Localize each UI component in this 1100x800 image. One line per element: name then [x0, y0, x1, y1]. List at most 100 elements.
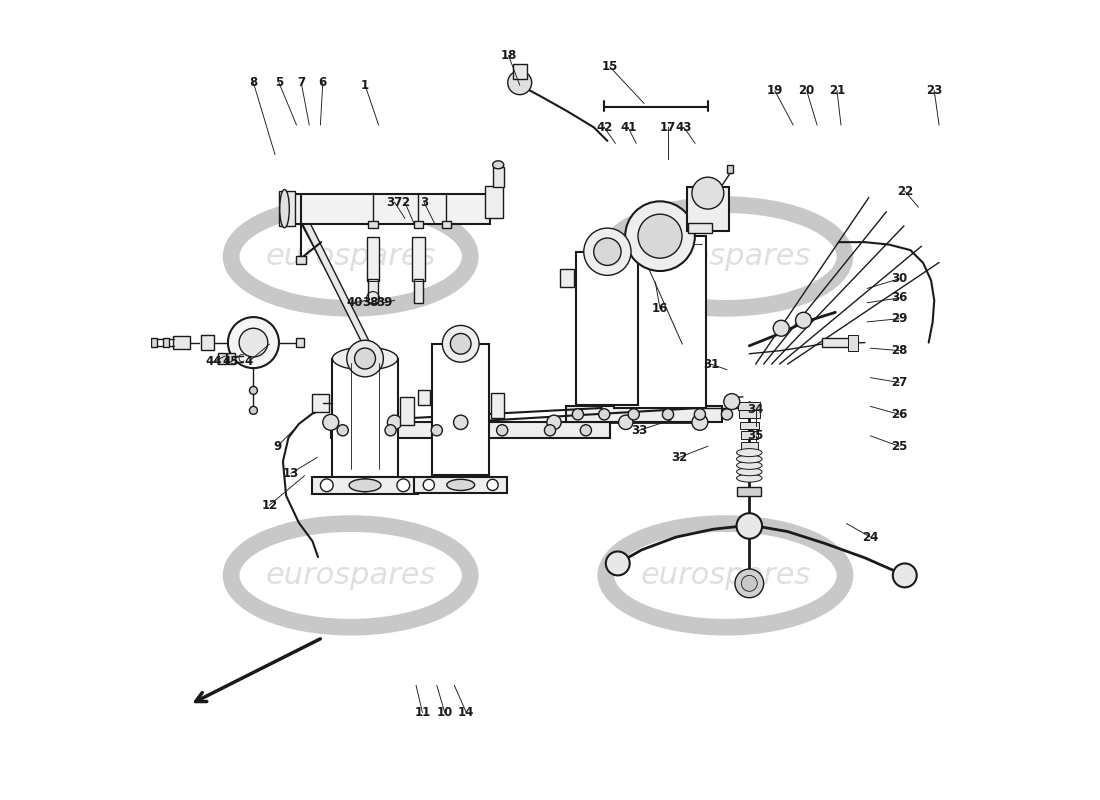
Text: 29: 29 — [891, 312, 908, 325]
Circle shape — [387, 415, 402, 430]
Circle shape — [346, 340, 383, 377]
Bar — [485, 186, 503, 218]
Bar — [297, 257, 306, 265]
Text: eurospares: eurospares — [640, 242, 811, 271]
Text: 18: 18 — [500, 49, 517, 62]
Circle shape — [431, 425, 442, 436]
Text: 33: 33 — [631, 424, 648, 437]
Bar — [560, 270, 574, 286]
Circle shape — [544, 425, 556, 436]
Bar — [414, 477, 507, 493]
Circle shape — [662, 409, 673, 420]
Circle shape — [228, 317, 279, 368]
Circle shape — [694, 409, 705, 420]
Text: eurospares: eurospares — [265, 242, 436, 271]
Bar — [414, 279, 424, 302]
Ellipse shape — [737, 462, 762, 470]
Circle shape — [397, 479, 409, 492]
Circle shape — [359, 479, 372, 492]
Ellipse shape — [447, 479, 475, 490]
Bar — [566, 406, 722, 422]
Text: 4: 4 — [244, 355, 253, 368]
Circle shape — [773, 320, 789, 336]
Bar — [493, 167, 504, 186]
Bar — [331, 422, 609, 438]
Bar — [737, 487, 761, 497]
Circle shape — [547, 415, 561, 430]
Circle shape — [594, 238, 621, 266]
Text: 12: 12 — [262, 498, 277, 512]
Circle shape — [385, 425, 396, 436]
Text: 34: 34 — [748, 403, 763, 416]
Bar — [739, 410, 760, 418]
Circle shape — [581, 425, 592, 436]
Bar — [296, 338, 304, 347]
Circle shape — [496, 425, 508, 436]
Circle shape — [628, 409, 639, 420]
Text: 24: 24 — [862, 530, 879, 544]
Circle shape — [795, 312, 812, 328]
Text: 28: 28 — [891, 344, 908, 357]
Text: 30: 30 — [891, 272, 908, 286]
Text: 37: 37 — [386, 196, 403, 209]
Bar — [688, 223, 712, 233]
Bar — [227, 353, 235, 364]
Ellipse shape — [332, 347, 398, 370]
Circle shape — [724, 394, 739, 410]
Circle shape — [638, 214, 682, 258]
Bar — [576, 252, 638, 405]
Circle shape — [737, 514, 762, 538]
Bar — [614, 236, 706, 407]
Text: 31: 31 — [703, 358, 719, 370]
Text: eurospares: eurospares — [265, 561, 436, 590]
Text: 13: 13 — [283, 467, 299, 480]
Circle shape — [337, 425, 349, 436]
Bar — [822, 338, 856, 347]
Text: 11: 11 — [415, 706, 430, 719]
Text: 25: 25 — [891, 440, 908, 453]
Text: 19: 19 — [767, 84, 783, 97]
Circle shape — [598, 409, 609, 420]
Bar — [412, 237, 425, 281]
Text: 6: 6 — [319, 76, 327, 90]
Text: 14: 14 — [458, 706, 474, 719]
Circle shape — [692, 414, 708, 430]
Bar — [218, 353, 226, 364]
Text: 16: 16 — [652, 302, 668, 315]
Text: 32: 32 — [671, 451, 688, 464]
Text: 17: 17 — [660, 121, 676, 134]
Text: 8: 8 — [250, 76, 257, 90]
Circle shape — [618, 415, 632, 430]
Text: 45: 45 — [223, 355, 240, 368]
Bar — [279, 191, 295, 226]
Circle shape — [453, 415, 468, 430]
Bar — [513, 64, 527, 78]
Bar — [441, 222, 451, 228]
Bar — [738, 402, 760, 410]
Text: 21: 21 — [829, 84, 845, 97]
Text: 22: 22 — [896, 185, 913, 198]
Circle shape — [322, 414, 339, 430]
Bar — [418, 390, 430, 405]
Bar — [400, 398, 415, 425]
Circle shape — [450, 334, 471, 354]
Ellipse shape — [279, 190, 289, 228]
Circle shape — [239, 328, 267, 357]
Text: 44: 44 — [206, 355, 222, 368]
Bar — [432, 344, 490, 475]
Ellipse shape — [493, 161, 504, 169]
Circle shape — [625, 202, 695, 271]
Bar — [368, 279, 377, 302]
Text: 1: 1 — [361, 78, 370, 91]
Bar — [311, 477, 418, 494]
Polygon shape — [299, 217, 377, 357]
Circle shape — [250, 386, 257, 394]
Bar — [739, 422, 759, 430]
Bar — [290, 194, 491, 224]
Bar — [201, 335, 213, 350]
Bar — [688, 187, 728, 231]
Bar — [163, 338, 169, 347]
Text: 3: 3 — [420, 196, 428, 209]
Ellipse shape — [737, 474, 762, 482]
Bar — [740, 442, 758, 450]
